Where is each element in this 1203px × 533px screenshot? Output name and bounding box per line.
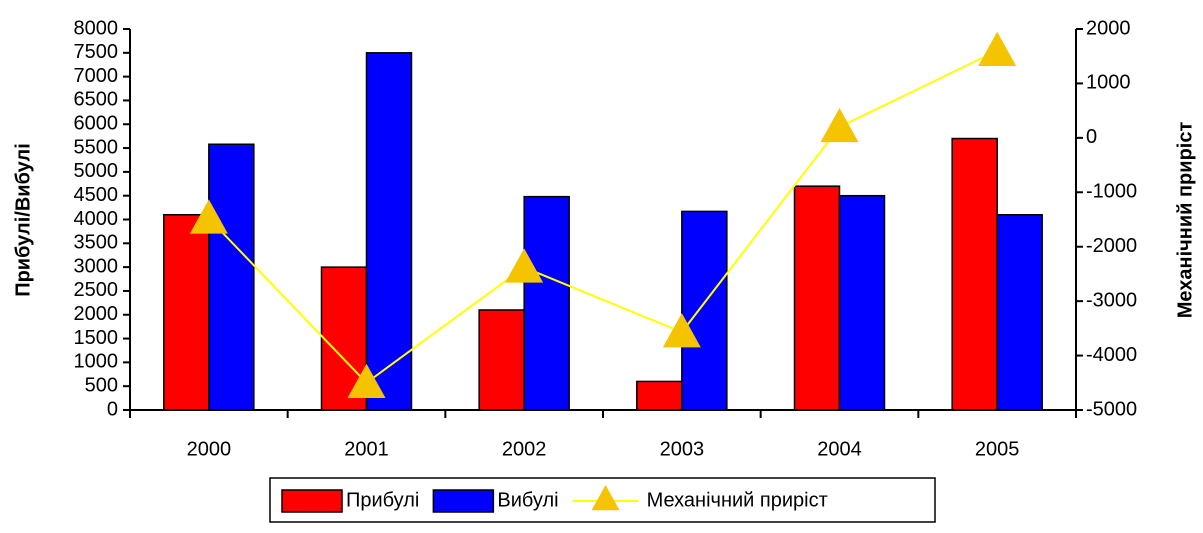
bar: [996, 213, 1043, 411]
bar: [636, 380, 683, 411]
marker: [347, 363, 386, 398]
y-tick-label: 6000: [74, 113, 119, 135]
y-tick-label: 3500: [74, 232, 119, 254]
y2-tick-label: -1000: [1086, 181, 1137, 203]
x-tick-label: 2002: [502, 438, 547, 460]
y-tick-label: 8000: [74, 17, 119, 39]
bar: [208, 143, 255, 411]
line: [208, 49, 998, 385]
legend-swatch: [432, 489, 495, 513]
y2-tick-label: 2000: [1086, 17, 1131, 39]
legend-marker: [591, 485, 620, 511]
y2-axis-title: Механічний приріст: [1174, 122, 1196, 319]
bar: [523, 195, 570, 411]
x-tick-label: 2005: [975, 438, 1020, 460]
bar: [838, 194, 886, 411]
x-tick-label: 2001: [344, 438, 389, 460]
marker: [505, 248, 544, 283]
y-tick-label: 4000: [74, 208, 119, 230]
y-tick-label: 0: [107, 398, 118, 420]
y2-tick-label: 1000: [1086, 72, 1131, 94]
legend-label: Прибулі: [346, 489, 419, 511]
y-tick-label: 5500: [74, 136, 119, 158]
y-tick-label: 2500: [74, 279, 119, 301]
y-tick-label: 1000: [74, 351, 119, 373]
bar: [478, 309, 525, 411]
y-tick-label: 6500: [74, 89, 119, 111]
marker: [189, 199, 228, 234]
legend-label: Вибулі: [497, 489, 558, 511]
y-tick-label: 7000: [74, 65, 119, 87]
y2-tick-label: -2000: [1086, 235, 1137, 257]
y-tick-label: 2000: [74, 303, 119, 325]
y-axis-title: Прибулі/Вибулі: [12, 143, 34, 297]
y2-tick-label: -4000: [1086, 344, 1137, 366]
y-tick-label: 5000: [74, 160, 119, 182]
bar: [951, 137, 998, 411]
y-tick-label: 500: [85, 374, 118, 396]
legend-label: Механічний приріст: [647, 489, 828, 511]
y2-tick-label: -5000: [1086, 398, 1137, 420]
bar: [793, 185, 841, 411]
y2-tick-label: -3000: [1086, 289, 1137, 311]
marker: [978, 31, 1017, 66]
y2-tick-label: 0: [1086, 126, 1097, 148]
y-tick-label: 4500: [74, 184, 119, 206]
bar: [681, 210, 728, 411]
y-tick-label: 1500: [74, 327, 119, 349]
bar: [365, 52, 413, 411]
x-tick-label: 2000: [187, 438, 232, 460]
x-tick-label: 2003: [660, 438, 705, 460]
marker: [662, 313, 701, 348]
y-tick-label: 3000: [74, 255, 119, 277]
y-tick-label: 7500: [74, 41, 119, 63]
x-tick-label: 2004: [817, 438, 862, 460]
marker: [820, 107, 859, 143]
bar: [163, 213, 210, 411]
legend-swatch: [281, 489, 343, 513]
